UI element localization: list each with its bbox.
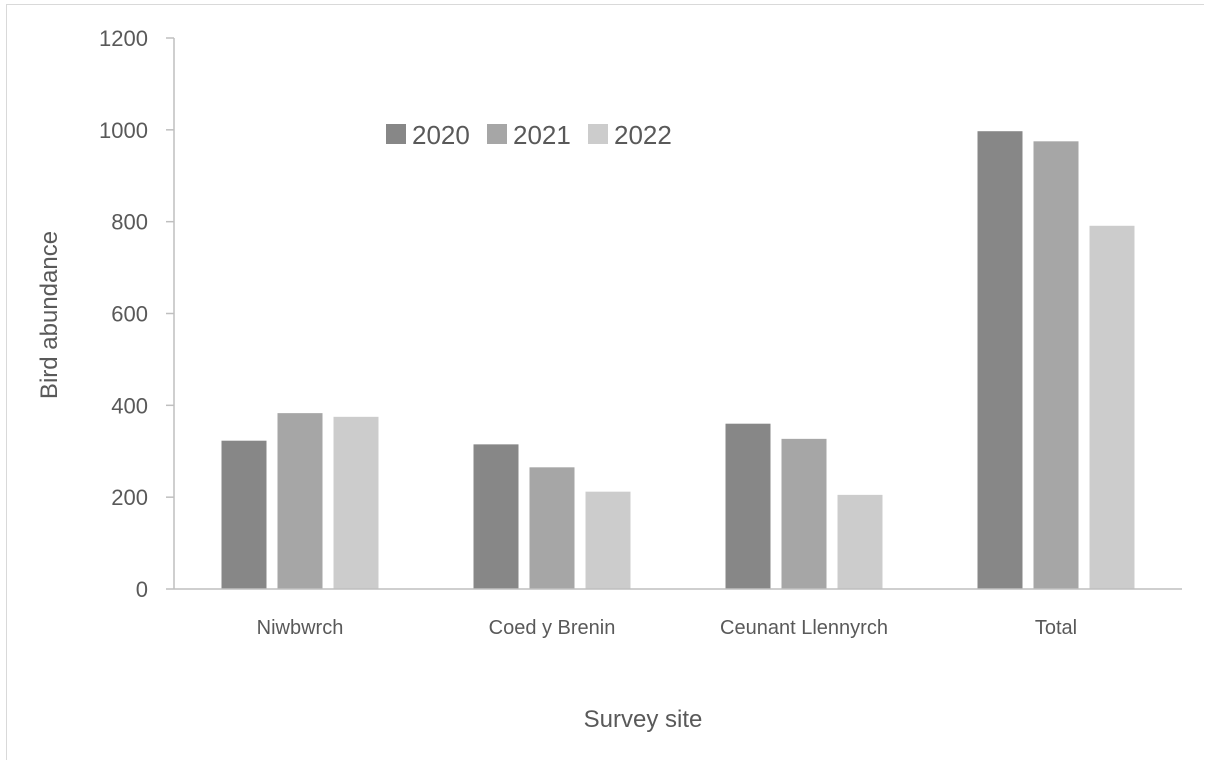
y-tick-label: 1200 — [99, 26, 148, 51]
bar-2022-total — [1089, 225, 1135, 589]
y-tick-label: 200 — [111, 485, 148, 510]
legend-label-2020: 2020 — [412, 120, 470, 150]
y-tick-label: 600 — [111, 302, 148, 327]
x-axis: Niwbwrch Coed y Brenin Ceunant Llennyrch To… — [174, 588, 1182, 639]
bar-2020-total — [977, 131, 1023, 590]
bar-2021-total — [1033, 141, 1079, 589]
bar-2020-niwbwrch — [221, 440, 267, 589]
bar-2021-niwbwrch — [277, 413, 323, 589]
y-axis: 0 200 400 600 800 1000 1200 — [99, 26, 175, 602]
y-tick-label: 400 — [111, 393, 148, 418]
bar-2020-coed-y-brenin — [473, 444, 519, 589]
y-tick-label: 800 — [111, 210, 148, 235]
x-category-label: Ceunant Llennyrch — [720, 617, 888, 639]
bar-2021-coed-y-brenin — [529, 467, 575, 589]
y-tick-label: 1000 — [99, 118, 148, 143]
chart-frame — [6, 4, 1204, 760]
y-tick-label: 0 — [136, 577, 148, 602]
bar-2022-coed-y-brenin — [585, 491, 631, 589]
bar-2021-ceunant-llennyrch — [781, 438, 827, 589]
legend-swatch-2021 — [487, 124, 507, 144]
bars-layer — [221, 131, 1135, 590]
legend-swatch-2022 — [588, 124, 608, 144]
legend-label-2022: 2022 — [614, 120, 672, 150]
legend-swatch-2020 — [386, 124, 406, 144]
bar-2022-niwbwrch — [333, 416, 379, 589]
bar-2022-ceunant-llennyrch — [837, 494, 883, 589]
legend-label-2021: 2021 — [513, 120, 571, 150]
x-axis-title: Survey site — [584, 706, 703, 733]
x-category-label: Total — [1035, 617, 1077, 639]
x-category-label: Niwbwrch — [257, 617, 344, 639]
bar-2020-ceunant-llennyrch — [725, 423, 771, 589]
legend: 2020 2021 2022 — [386, 120, 672, 150]
x-category-label: Coed y Brenin — [489, 617, 616, 639]
y-axis-title: Bird abundance — [36, 231, 63, 399]
